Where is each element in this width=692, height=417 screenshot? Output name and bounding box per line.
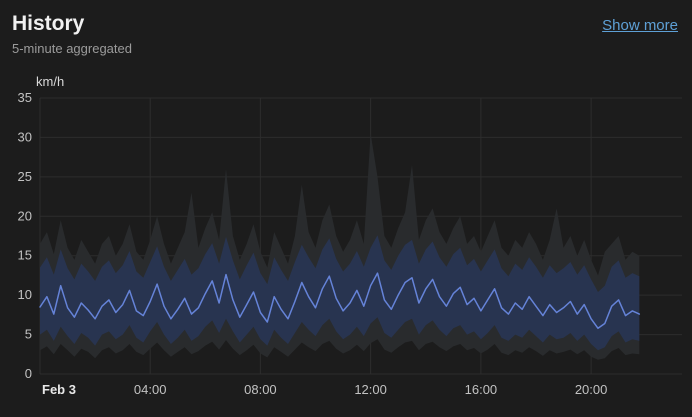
- y-tick-label: 0: [25, 366, 32, 381]
- x-tick-label: 12:00: [354, 382, 387, 397]
- y-tick-label: 30: [18, 129, 32, 144]
- history-chart[interactable]: 0 5 10 15 20 25 30 35 Feb 3 04:00 08:00 12:00 16:00 2…: [0, 72, 692, 417]
- y-tick-label: 5: [25, 327, 32, 342]
- wind-speed-mean-line: [39, 272, 641, 330]
- y-axis-unit-label: km/h: [36, 74, 64, 89]
- x-tick-label: 04:00: [134, 382, 167, 397]
- y-tick-label: 35: [18, 90, 32, 105]
- card-subtitle: 5-minute aggregated: [12, 41, 132, 57]
- wind-speed-range-band: [40, 235, 640, 351]
- y-tick-label: 10: [18, 287, 32, 302]
- x-tick-label: 16:00: [465, 382, 498, 397]
- y-tick-label: 15: [18, 248, 32, 263]
- show-more-link[interactable]: Show more: [602, 17, 678, 34]
- x-tick-label: Feb 3: [42, 382, 76, 397]
- x-tick-label: 20:00: [575, 382, 608, 397]
- card-header: History 5-minute aggregated: [0, 0, 692, 56]
- y-tick-label: 20: [18, 208, 32, 223]
- card-title: History: [12, 12, 85, 35]
- y-tick-label: 25: [18, 169, 32, 184]
- x-tick-label: 08:00: [244, 382, 277, 397]
